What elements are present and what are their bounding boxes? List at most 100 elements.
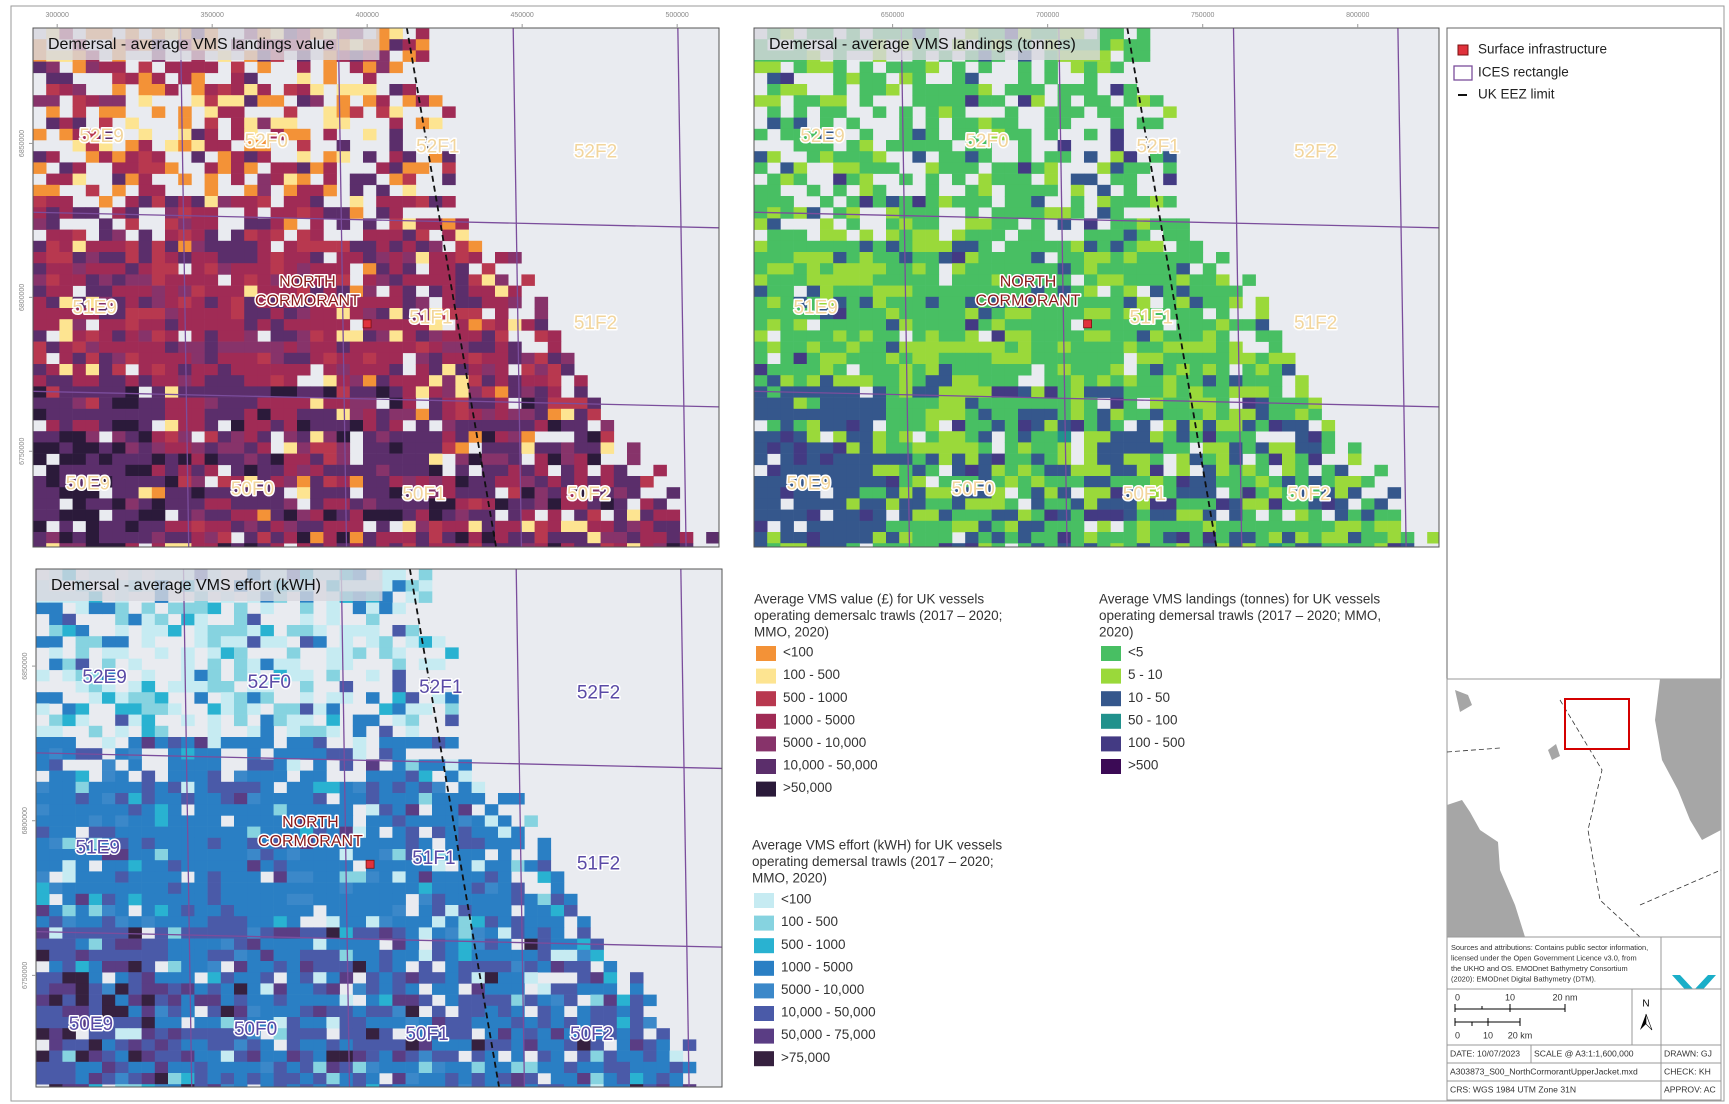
raster-cell [392, 883, 406, 895]
raster-cell [300, 883, 314, 895]
raster-cell [495, 420, 509, 432]
raster-cell [313, 748, 327, 760]
raster-cell [432, 871, 446, 883]
raster-cell [1322, 543, 1336, 555]
raster-cell [429, 364, 443, 376]
raster-cell [780, 263, 794, 275]
ices-label: 50F1 [402, 484, 445, 505]
raster-cell [234, 603, 248, 615]
raster-cell [1044, 73, 1058, 85]
raster-cell [284, 420, 298, 432]
raster-cell [271, 174, 285, 186]
raster-cell [419, 961, 433, 973]
raster-cell [112, 241, 126, 253]
raster-cell [1124, 162, 1138, 174]
raster-cell [125, 274, 138, 286]
raster-cell [992, 330, 1006, 342]
raster-cell [1110, 510, 1124, 521]
raster-cell [1058, 218, 1072, 230]
raster-cell [326, 849, 340, 861]
raster-cell [846, 286, 860, 298]
legend-swatch [754, 1006, 774, 1021]
raster-cell [76, 636, 90, 648]
raster-cell [833, 420, 847, 432]
raster-cell [551, 995, 565, 1007]
legend-swatch [1101, 691, 1121, 706]
raster-cell [46, 364, 60, 376]
raster-cell [168, 1073, 182, 1085]
raster-cell [860, 375, 874, 387]
raster-cell [482, 431, 496, 443]
raster-cell [767, 196, 781, 208]
raster-cell [62, 737, 76, 749]
raster-cell [115, 827, 129, 839]
raster-cell [218, 498, 232, 510]
raster-cell [577, 1062, 591, 1074]
raster-cell [1190, 353, 1204, 365]
map-title: Demersal - average VMS landings (tonnes) [769, 36, 1076, 53]
raster-cell [952, 196, 966, 208]
raster-cell [168, 827, 182, 839]
raster-cell [833, 398, 847, 410]
raster-cell [221, 703, 235, 715]
raster-cell [1071, 375, 1085, 387]
raster-cell [780, 330, 794, 342]
raster-cell [142, 782, 156, 794]
raster-cell [392, 815, 406, 827]
raster-cell [1176, 431, 1190, 443]
raster-cell [403, 465, 417, 477]
raster-cell [376, 353, 390, 365]
raster-cell [670, 1051, 684, 1063]
raster-cell [274, 883, 288, 895]
raster-cell [33, 375, 47, 387]
raster-cell [300, 871, 314, 883]
raster-cell [1110, 39, 1124, 51]
legend-swatch [756, 782, 776, 797]
raster-cell [445, 995, 459, 1007]
raster-cell [1282, 442, 1296, 454]
raster-cell [257, 274, 271, 286]
raster-cell [376, 342, 390, 354]
raster-cell [952, 106, 966, 118]
raster-cell [49, 625, 63, 637]
raster-cell [912, 263, 926, 275]
raster-cell [780, 353, 794, 365]
raster-cell [178, 454, 192, 466]
raster-cell [284, 476, 298, 488]
raster-cell [49, 995, 63, 1007]
raster-cell [965, 364, 979, 376]
raster-cell [508, 319, 522, 331]
raster-cell [260, 726, 274, 738]
raster-cell [313, 782, 327, 794]
raster-cell [244, 252, 258, 264]
raster-cell [926, 454, 940, 466]
raster-cell [350, 241, 364, 253]
raster-cell [939, 498, 953, 510]
raster-cell [363, 274, 377, 286]
raster-cell [165, 543, 179, 555]
raster-cell [363, 454, 377, 466]
raster-cell [208, 771, 222, 783]
raster-cell [754, 297, 768, 309]
raster-cell [538, 983, 552, 995]
raster-cell [300, 625, 314, 637]
raster-cell [458, 1006, 472, 1018]
raster-cell [363, 151, 377, 163]
raster-cell [178, 252, 192, 264]
raster-cell [218, 196, 232, 208]
raster-cell [389, 39, 403, 51]
raster-cell [429, 510, 443, 521]
raster-cell [1005, 442, 1019, 454]
raster-cell [284, 252, 298, 264]
raster-cell [168, 950, 182, 962]
raster-cell [1124, 330, 1138, 342]
raster-cell [46, 487, 60, 499]
raster-cell [49, 927, 63, 939]
raster-cell [617, 995, 631, 1007]
raster-cell [886, 252, 900, 264]
raster-cell [191, 196, 205, 208]
raster-cell [191, 487, 205, 499]
raster-cell [128, 748, 142, 760]
raster-cell [247, 804, 261, 816]
raster-cell [218, 84, 232, 96]
